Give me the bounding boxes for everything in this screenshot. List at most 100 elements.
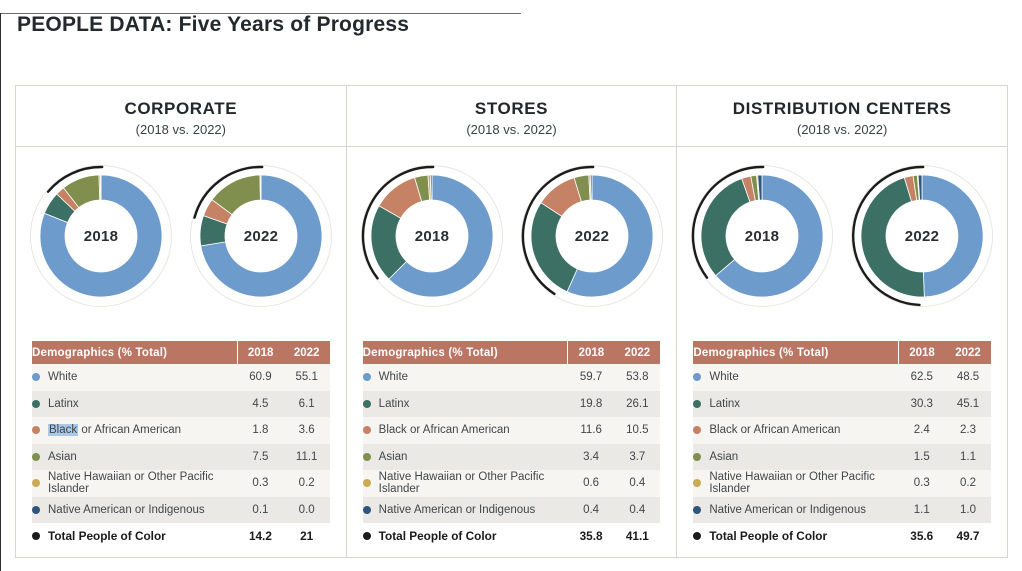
category-dot-icon — [362, 532, 371, 541]
cell-category: Asian — [362, 444, 568, 471]
panel-title: DISTRIBUTION CENTERS — [732, 99, 952, 118]
donut-segment — [387, 174, 493, 298]
table-header-row: Demographics (% Total) 2018 2022 — [32, 341, 330, 364]
cell-2022: 41.1 — [625, 529, 649, 544]
cell-2018: 2.4 — [913, 424, 930, 437]
cell-2022: 3.7 — [629, 450, 646, 463]
table-header-label: Demographics (% Total) — [32, 346, 168, 359]
cell-2018: 1.8 — [252, 424, 269, 437]
cell-category: Latinx — [693, 391, 898, 418]
category-label: Latinx — [709, 397, 741, 410]
category-dot-icon — [32, 532, 40, 541]
table-row: Native American or Indigenous 1.1 1.0 — [693, 496, 992, 524]
category-dot-icon — [693, 399, 702, 408]
table-row: Latinx 30.3 45.1 — [693, 390, 992, 418]
category-dot-icon — [693, 532, 702, 541]
donut-year-label: 2022 — [244, 228, 279, 245]
cell-category: Native Hawaiian or Other Pacific Islande… — [32, 470, 237, 497]
category-dot-icon — [32, 373, 40, 382]
cell-category: Native American or Indigenous — [693, 497, 898, 524]
cell-category: Black or African American — [693, 417, 898, 444]
donut-year-label: 2018 — [414, 228, 449, 245]
cell-2022: 2.3 — [960, 424, 977, 437]
cell-2022: 0.2 — [960, 477, 977, 490]
cell-2022: 3.6 — [298, 424, 315, 437]
cell-2018: 7.5 — [252, 450, 269, 463]
cell-category: Native Hawaiian or Other Pacific Islande… — [693, 470, 898, 497]
cell-2018: 0.3 — [913, 477, 930, 490]
donut-segment — [589, 174, 592, 201]
table-wrap: Demographics (% Total) 2018 2022 White 62… — [677, 341, 1007, 550]
donut-segment — [860, 177, 925, 298]
cell-category: White — [693, 364, 898, 391]
category-label: White — [378, 371, 409, 384]
panel-title: STORES — [474, 99, 549, 118]
donut-chart-row: 2018 2022 — [677, 147, 1007, 322]
cell-2018: 35.6 — [910, 529, 934, 544]
category-label: Total People of Color — [48, 529, 166, 544]
category-label: Native American or Indigenous — [48, 503, 205, 516]
category-label: Native Hawaiian or Other Pacific Islande… — [378, 471, 545, 496]
table-body: White 59.7 53.8 Latinx 19.8 26.1 Black or Afri… — [362, 364, 661, 550]
category-label: Native Hawaiian or Other Pacific Islande… — [709, 471, 875, 496]
category-dot-icon — [693, 479, 702, 488]
donut-segment — [700, 177, 751, 277]
category-dot-icon — [32, 505, 40, 514]
cell-2018: 60.9 — [249, 371, 272, 384]
selected-text: Black — [48, 424, 79, 437]
cell-2022: 0.4 — [629, 503, 646, 516]
cell-2022: 45.1 — [956, 397, 980, 410]
table-row-total: Total People of Color 35.8 41.1 — [362, 523, 661, 550]
table-row: Native American or Indigenous 0.1 0.0 — [32, 496, 330, 524]
table-row: Native Hawaiian or Other Pacific Islande… — [693, 470, 992, 497]
donut-chart-row: 2018 2022 — [16, 147, 346, 322]
table-body: White 62.5 48.5 Latinx 30.3 45.1 Black or Afri… — [693, 364, 992, 550]
total-poc-arc — [361, 165, 434, 280]
cell-category: Native Hawaiian or Other Pacific Islande… — [362, 470, 568, 497]
table-row: White 59.7 53.8 — [362, 364, 661, 391]
cell-2018: 0.6 — [583, 477, 600, 490]
cell-2018: 0.4 — [583, 503, 600, 516]
total-poc-arc — [193, 165, 264, 219]
table-row-total: Total People of Color 14.2 21 — [32, 523, 330, 550]
panel-distribution-centers: DISTRIBUTION CENTERS (2018 vs. 2022) 201… — [677, 86, 1008, 557]
table-row: Black or African American 2.4 2.3 — [693, 417, 992, 444]
cell-2018: 14.2 — [248, 529, 272, 544]
cell-2022: 1.0 — [960, 503, 977, 516]
category-dot-icon — [362, 426, 371, 435]
category-dot-icon — [693, 505, 702, 514]
category-label: Native Hawaiian or Other Pacific Islande… — [48, 471, 214, 496]
category-dot-icon — [693, 452, 702, 461]
panels-container: CORPORATE (2018 vs. 2022) 2018 2022 Demog… — [15, 85, 1008, 558]
cell-category: Total People of Color — [362, 523, 568, 550]
cell-2018: 11.6 — [580, 424, 602, 437]
cell-2022: 11.1 — [295, 450, 318, 463]
donut-chart-2018: 2018 — [691, 165, 834, 307]
cell-2018: 30.3 — [910, 397, 933, 410]
total-poc-arc — [692, 165, 765, 279]
cell-2022: 55.1 — [295, 371, 318, 384]
table-header-2018: 2018 — [567, 341, 615, 364]
category-dot-icon — [32, 452, 40, 461]
donut-segment — [757, 174, 763, 201]
category-label: White — [709, 371, 739, 384]
category-label: Black or African American — [48, 424, 182, 437]
cell-category: White — [32, 364, 237, 391]
cell-2018: 3.4 — [583, 450, 600, 463]
category-dot-icon — [693, 426, 702, 435]
cell-category: Native American or Indigenous — [362, 497, 568, 524]
total-poc-arc — [521, 165, 594, 296]
cell-category: Latinx — [32, 391, 237, 418]
total-poc-arc — [852, 165, 925, 307]
table-header-2018: 2018 — [236, 341, 284, 364]
cell-2022: 0.0 — [298, 503, 315, 516]
panel-header: CORPORATE (2018 vs. 2022) — [16, 86, 346, 147]
demographics-table: Demographics (% Total) 2018 2022 White 59… — [362, 341, 661, 550]
table-header-2018: 2018 — [898, 341, 946, 364]
table-header-label: Demographics (% Total) — [362, 346, 498, 359]
table-header-row: Demographics (% Total) 2018 2022 — [362, 341, 661, 364]
cell-2018: 0.1 — [252, 503, 269, 516]
donut-chart-2018: 2018 — [29, 165, 172, 307]
cell-2022: 0.2 — [298, 477, 315, 490]
cell-category: Native American or Indigenous — [32, 497, 237, 524]
